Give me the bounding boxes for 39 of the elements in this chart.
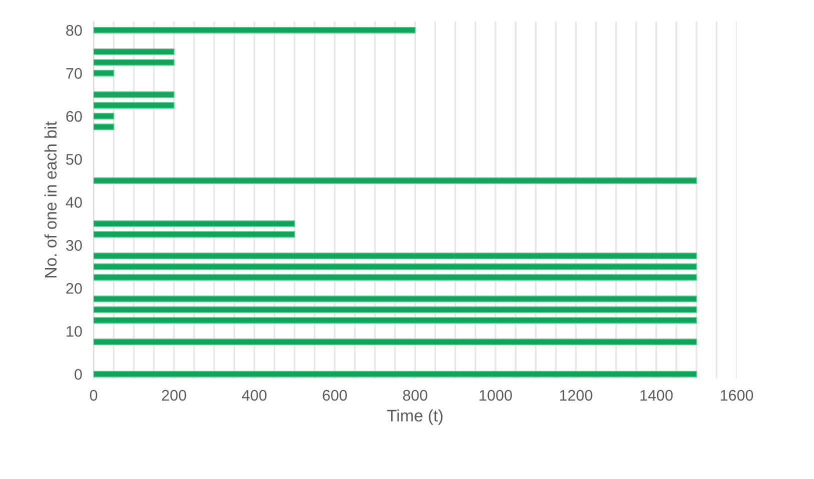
y-tick-label: 40: [66, 197, 82, 208]
bar: [94, 317, 697, 324]
x-axis-title: Time (t): [387, 409, 442, 425]
bar: [94, 263, 697, 270]
bar: [94, 48, 174, 55]
bar: [94, 274, 697, 281]
x-tick-label: 1200: [560, 390, 592, 401]
y-axis-title: No. of one in each bit: [44, 121, 57, 278]
y-tick-label: 60: [66, 111, 82, 122]
y-tick-label: 30: [66, 240, 82, 251]
x-tick-label: 0: [90, 390, 98, 401]
bar: [94, 102, 174, 109]
bar: [94, 231, 295, 238]
x-tick-label: 1000: [480, 390, 512, 401]
bar: [94, 220, 295, 227]
x-tick-label: 800: [403, 390, 428, 401]
y-tick-label: 80: [66, 25, 82, 36]
bar: [94, 91, 174, 98]
y-tick-label: 50: [66, 154, 82, 165]
x-tick-label: 1400: [640, 390, 673, 401]
bar: [94, 306, 697, 313]
bar: [94, 59, 174, 66]
y-tick-label: 0: [74, 368, 82, 380]
x-tick-label: 1600: [720, 390, 754, 401]
bar: [94, 252, 697, 260]
bar: [94, 296, 697, 302]
y-tick-label: 70: [66, 68, 82, 79]
x-tick-label: 200: [162, 390, 186, 401]
bar: [94, 70, 114, 76]
x-tick-label: 600: [322, 390, 347, 401]
bar: [94, 124, 114, 130]
y-tick-label: 20: [66, 282, 82, 294]
bar: [94, 370, 697, 378]
bar: [94, 338, 697, 346]
bar: [94, 26, 416, 34]
y-tick-label: 10: [66, 326, 82, 337]
x-tick-label: 400: [242, 390, 267, 401]
bar: [94, 112, 114, 120]
bar: [94, 177, 697, 184]
